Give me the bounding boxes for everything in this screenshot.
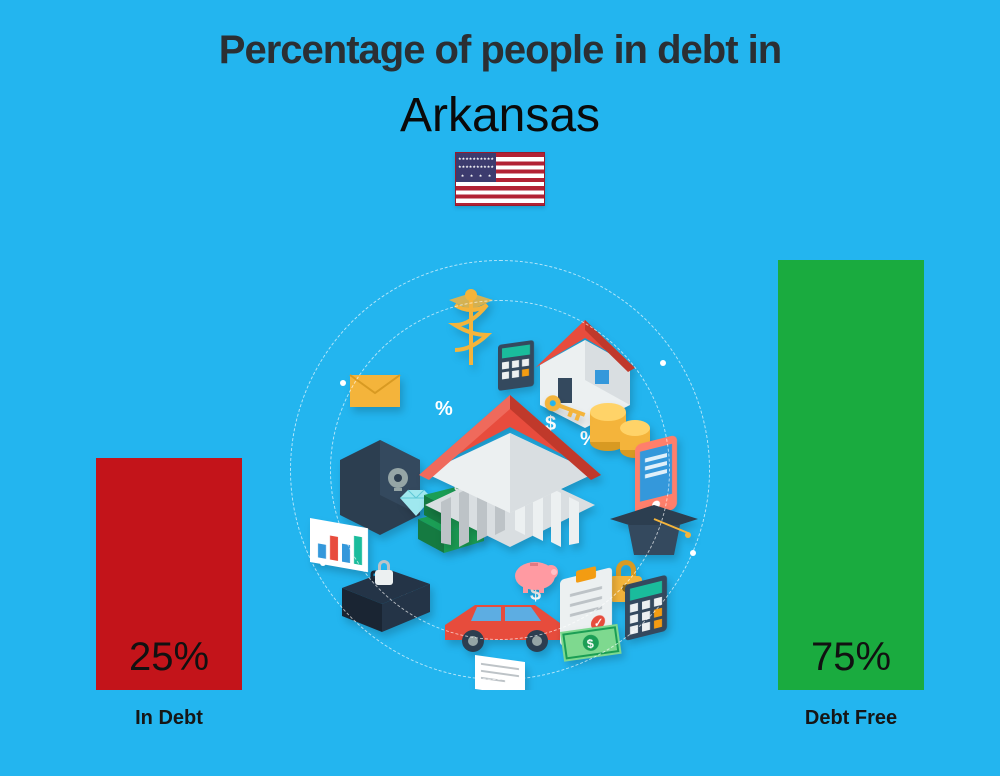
bar-in-debt-label: In Debt — [135, 707, 203, 730]
bar-in-debt-value: 25% — [96, 635, 242, 680]
bar-debt-free: 75% Debt Free — [778, 260, 924, 690]
flag-canton: ★★★★★★ ★★★★★★ ★★★★★★ ★★★★★★ — [456, 153, 496, 182]
state-name: Arkansas — [0, 88, 1000, 143]
infographic-canvas: Percentage of people in debt in Arkansas… — [0, 0, 1000, 776]
us-flag-icon: ★★★★★★ ★★★★★★ ★★★★★★ ★★★★★★ — [455, 152, 545, 206]
bar-debt-free-label: Debt Free — [805, 707, 897, 730]
bar-debt-free-value: 75% — [778, 635, 924, 680]
finance-illustration: % % % $ $ — [280, 250, 720, 690]
page-title: Percentage of people in debt in — [0, 28, 1000, 73]
bar-in-debt: 25% In Debt — [96, 458, 242, 690]
